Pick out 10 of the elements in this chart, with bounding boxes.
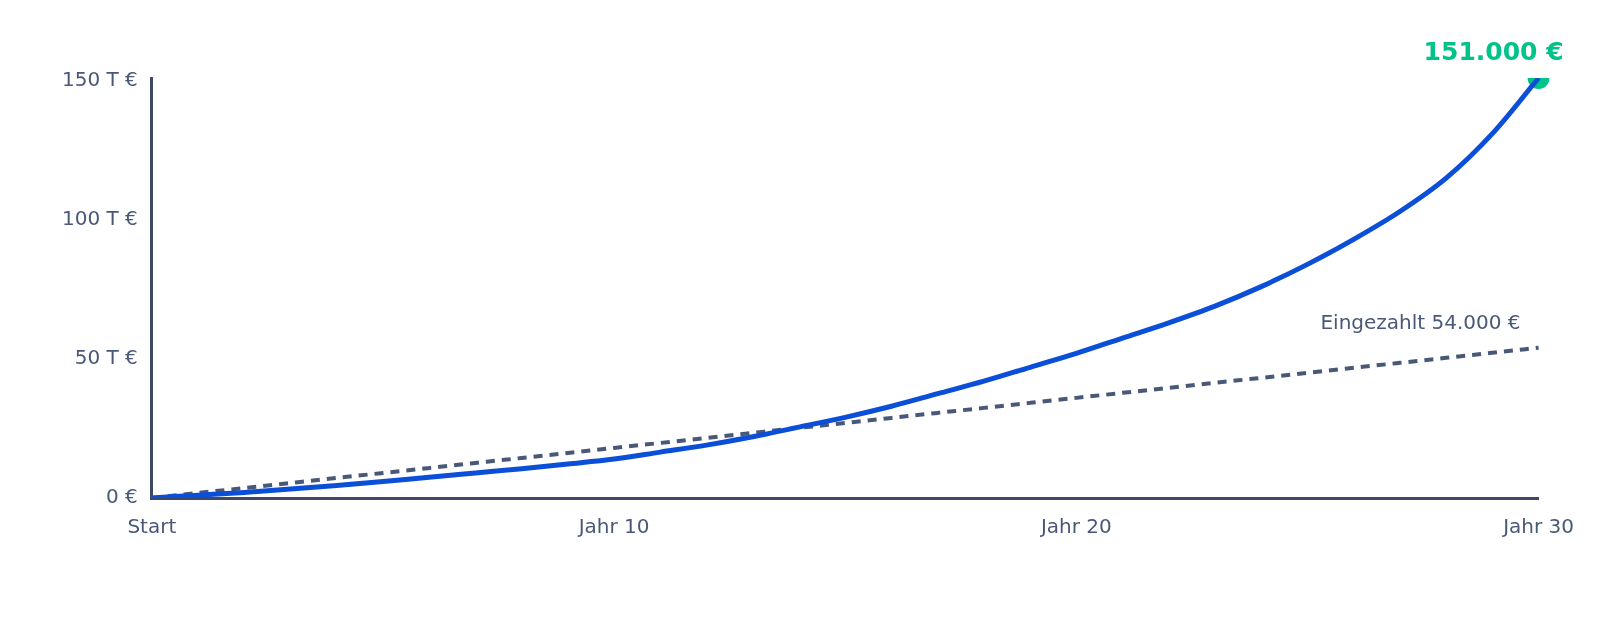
- y-tick-label: 100 T €: [61, 206, 138, 231]
- annotation: Eingezahlt 54.000 €: [1320, 310, 1521, 334]
- x-tick-label: Jahr 30: [1501, 514, 1574, 539]
- x-tick-label: Jahr 20: [1038, 514, 1112, 539]
- y-tick-label: 0 €: [106, 484, 138, 509]
- x-tick-label: Jahr 10: [576, 514, 650, 539]
- y-tick-label: 50 T €: [74, 345, 138, 370]
- annotation: 151.000 €: [1423, 37, 1564, 66]
- y-tick-label: 150 T €: [61, 66, 138, 91]
- x-tick-label: Start: [127, 514, 177, 539]
